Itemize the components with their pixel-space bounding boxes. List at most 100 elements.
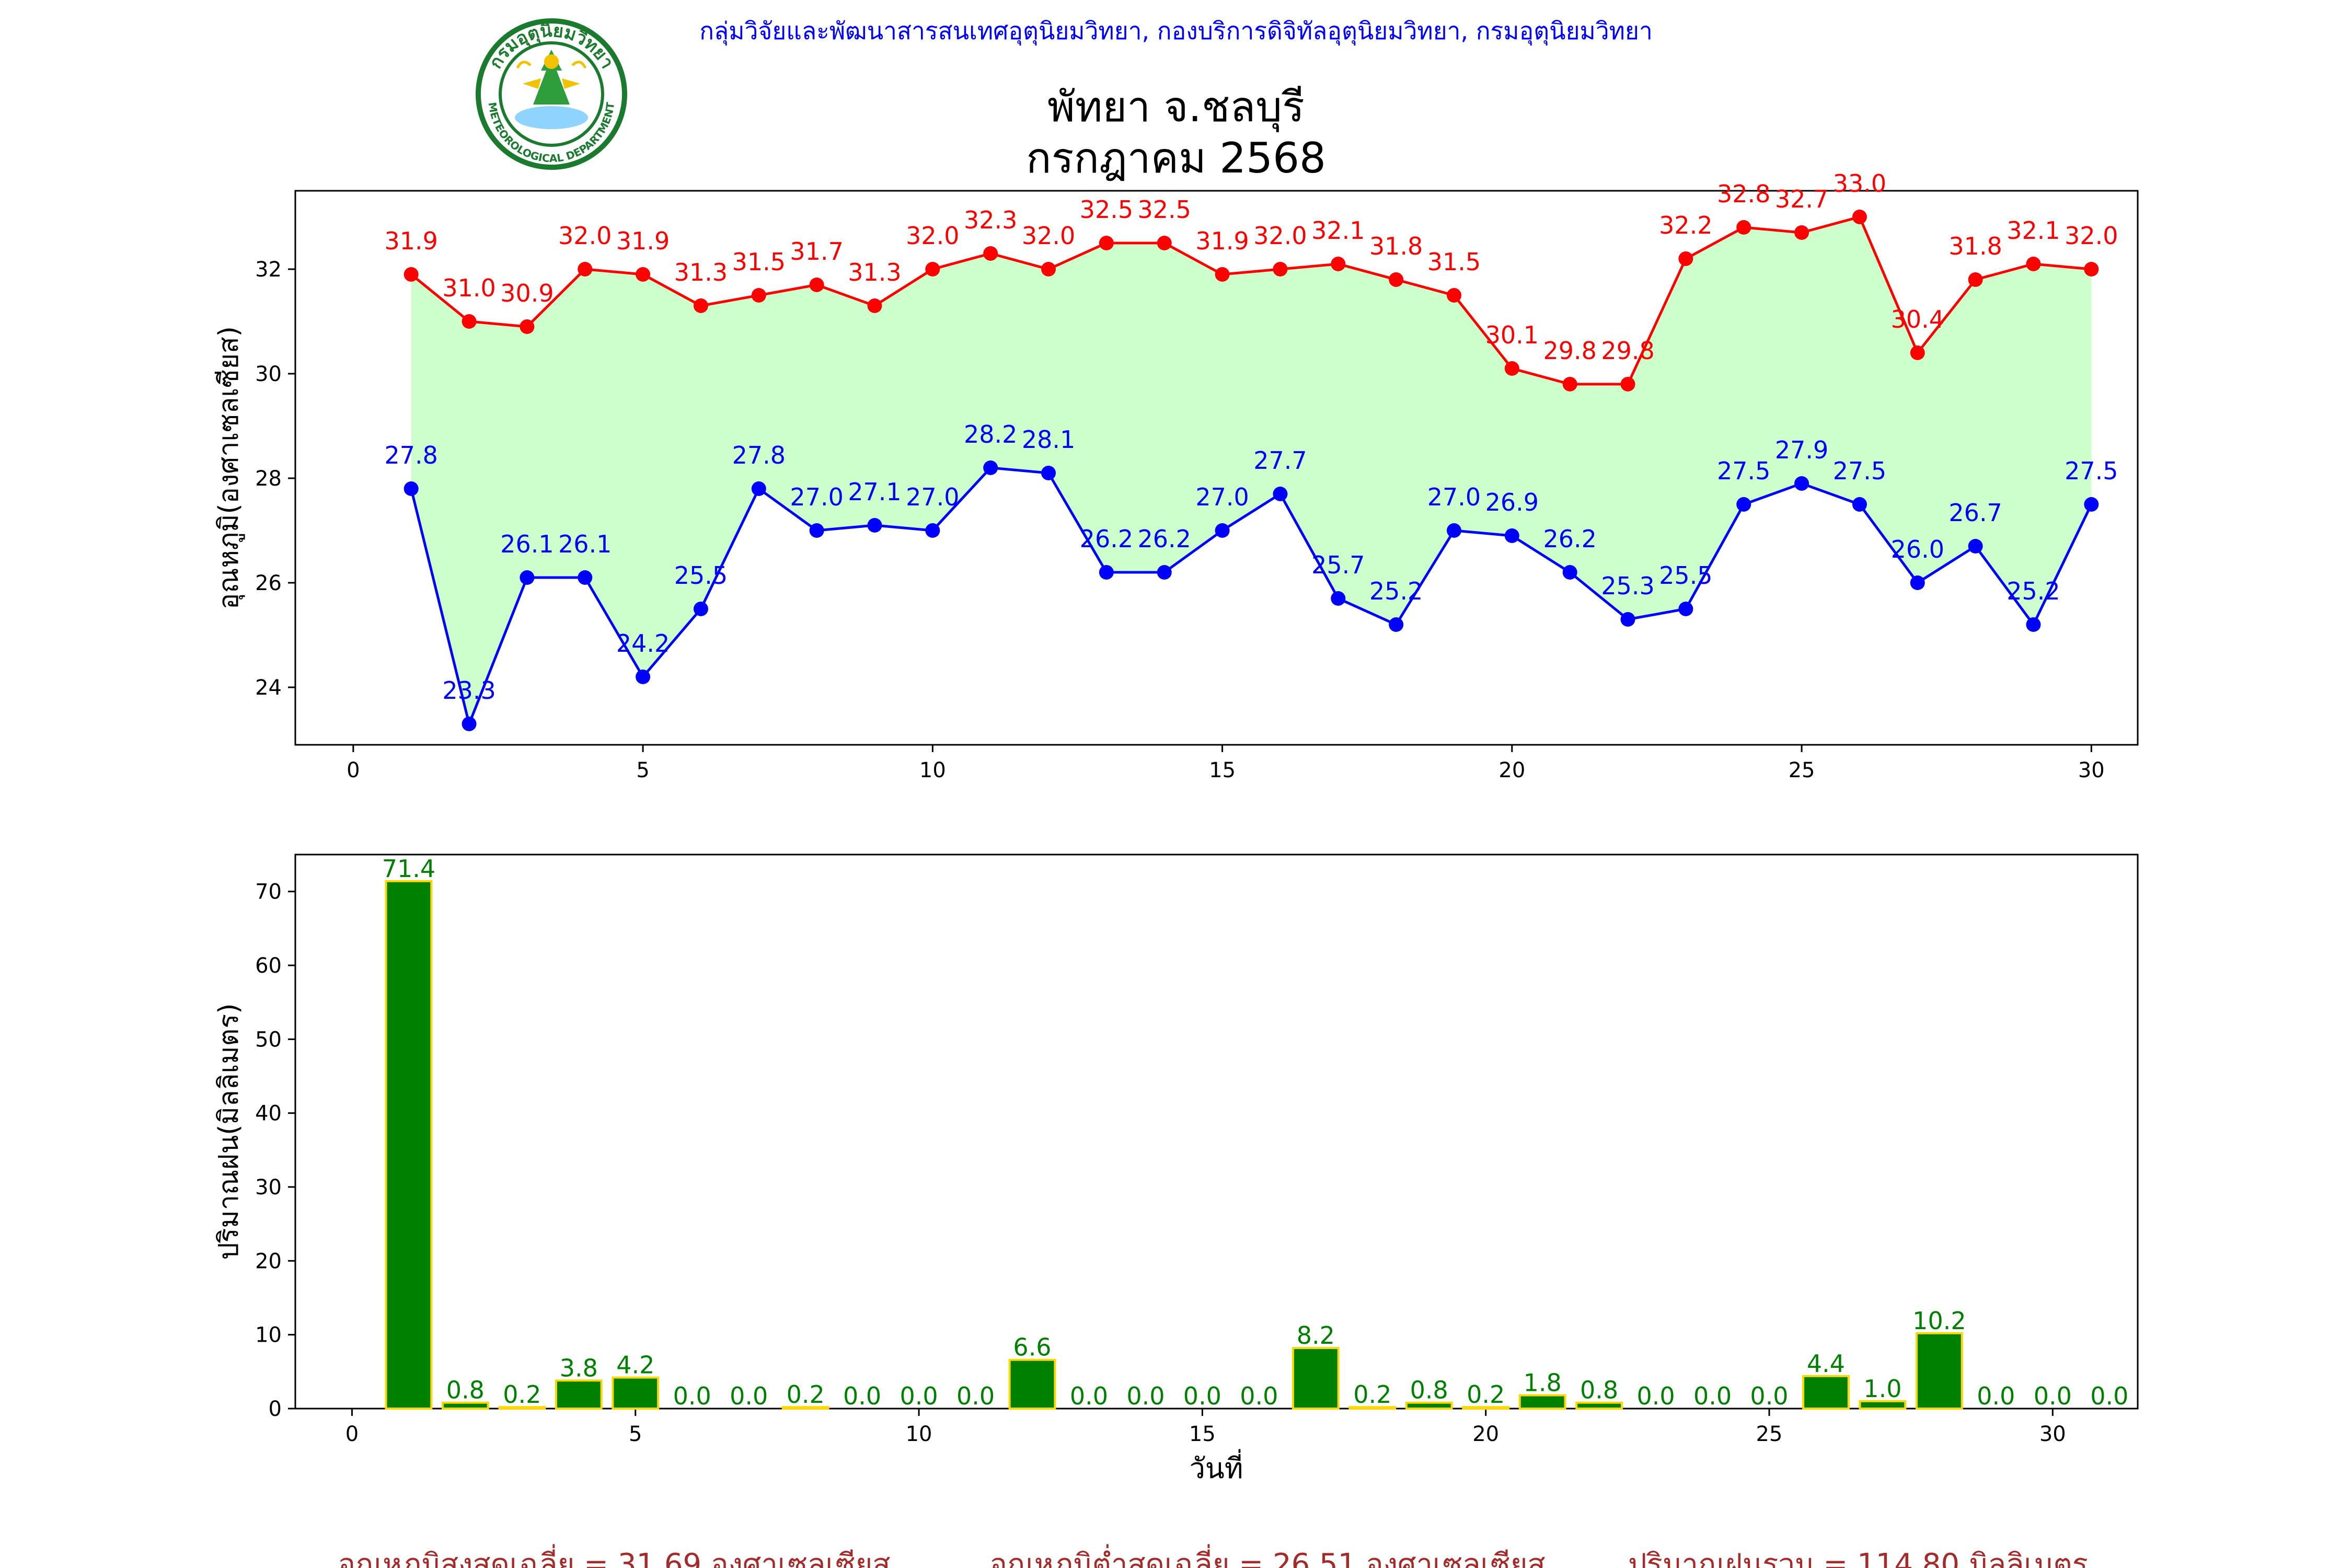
tmin-point [1620,612,1635,627]
rainfall-data-label: 0.0 [1240,1382,1278,1410]
tmin-data-label: 25.3 [1601,572,1654,600]
tmax-data-label: 33.0 [1833,169,1886,198]
tmax-point [1968,272,1983,287]
tmax-data-label: 32.0 [1253,222,1307,250]
tmin-point [1910,575,1925,590]
tmax-point [578,262,593,276]
tmin-data-label: 27.5 [1717,457,1770,485]
tmin-data-label: 27.8 [732,441,786,469]
tmin-data-label: 27.5 [2065,457,2118,485]
total-rainfall: ปริมาณฝนรวม = 114.80 มิลลิเมตร [1628,1548,2088,1568]
rainfall-data-label: 0.0 [1750,1382,1788,1410]
tmin-point [925,523,940,538]
tmax-point [1794,225,1809,240]
temperature-x-tick-label: 15 [1209,758,1236,782]
tmax-data-label: 30.9 [500,279,554,307]
rainfall-bar [1518,1394,1566,1410]
tmax-series-line [410,215,2092,386]
tmax-point [1620,377,1635,391]
temperature-x-tick-label: 30 [2078,758,2105,782]
rainfall-bar [555,1379,603,1410]
tmax-data-label: 32.3 [964,206,1017,234]
rainfall-x-tick-label: 5 [629,1422,642,1446]
rainfall-data-label: 8.2 [1297,1321,1335,1350]
tmin-point [1273,487,1288,501]
tmin-data-label: 27.0 [1427,483,1481,511]
rainfall-x-tick-label: 15 [1189,1422,1216,1446]
rainfall-y-tick-label: 40 [255,1102,282,1126]
tmin-point [1389,617,1404,632]
rainfall-x-tick-label: 25 [1756,1422,1783,1446]
tmax-point [983,246,998,261]
tmin-data-label: 27.5 [1833,457,1886,485]
tmax-data-label: 29.8 [1601,337,1654,365]
temperature-x-tick-label: 5 [636,758,649,782]
tmax-point [520,319,535,334]
tmax-data-label: 31.8 [1369,232,1423,260]
rainfall-chart: 0 5 10 15 20 25 30 0 10 20 30 40 50 60 70 71.4 0.8 0.2 3.… [213,854,2139,1485]
tmax-data-label: 31.8 [1949,232,2002,260]
tmin-data-label: 27.7 [1253,446,1307,475]
tmin-data-label: 26.2 [1543,525,1596,553]
tmax-point [462,314,477,329]
rainfall-y-tick-label: 30 [255,1175,282,1200]
rainfall-data-label: 0.8 [1580,1376,1618,1404]
tmax-data-label: 31.3 [848,258,901,286]
rainfall-data-label: 0.8 [1410,1376,1448,1404]
rainfall-data-label: 0.2 [1467,1380,1505,1409]
rainfall-data-label: 0.0 [1636,1382,1675,1410]
rainfall-bar [612,1376,660,1410]
avg-min-temperature: อุณหภูมิต่ำสุดเฉลี่ย = 26.51 องศาเซลเซีย… [989,1544,1545,1568]
tmin-point [520,570,535,585]
tmax-point [1215,267,1230,282]
tmin-point [403,481,419,496]
rainfall-data-label: 10.2 [1912,1307,1966,1335]
rainfall-data-label: 0.0 [843,1382,881,1410]
tmax-data-label: 30.1 [1485,321,1539,349]
temperature-y-tick-label: 26 [255,571,282,595]
tmin-data-label: 26.2 [1080,525,1133,553]
rainfall-plot-frame [294,854,2139,1410]
tmax-point [1273,262,1288,276]
tmin-point [1736,497,1751,512]
tmax-point [403,267,419,282]
tmin-point [983,460,998,475]
tmin-point [809,523,824,538]
tmax-point [2026,257,2041,271]
tmax-data-label: 31.9 [616,227,670,255]
temperature-x-tick-label: 10 [919,758,946,782]
tmin-data-label: 27.9 [1775,436,1828,464]
rainfall-data-label: 0.2 [787,1380,825,1409]
rainfall-data-label: 1.0 [1863,1375,1901,1403]
tmax-data-label: 32.0 [906,222,959,250]
rainfall-data-label: 0.2 [503,1380,541,1409]
tmax-data-label: 32.8 [1717,180,1770,208]
rainfall-bar [1859,1400,1907,1410]
tmin-data-label: 25.2 [1369,577,1423,605]
rainfall-data-label: 0.0 [1693,1382,1732,1410]
rainfall-bar [1405,1401,1453,1410]
rainfall-bar [1916,1332,1963,1410]
rainfall-data-label: 1.8 [1524,1369,1562,1397]
tmax-data-label: 32.7 [1775,185,1828,213]
tmax-point [1331,257,1346,271]
chart-title-line2: กรกฎาคม 2568 [1026,134,1326,182]
tmax-data-label: 32.5 [1080,195,1133,224]
tmin-data-label: 25.5 [1659,561,1712,590]
avg-max-temperature: อุณหภูมิสูงสุดเฉลี่ย = 31.69 องศาเซลเซีย… [338,1544,890,1568]
temperature-x-tick-label: 20 [1498,758,1525,782]
rainfall-bar [1802,1375,1850,1410]
tmin-data-label: 27.0 [906,483,959,511]
credit-text: กลุ่มวิจัยและพัฒนาสารสนเทศอุตุนิยมวิทยา,… [699,17,1653,46]
rainfall-bar [1575,1401,1623,1410]
tmin-point [1157,565,1172,580]
tmax-point [1099,236,1114,250]
tmax-point [636,267,651,282]
tmax-point [1910,345,1925,360]
tmin-point [1041,466,1056,480]
tmax-point [867,298,882,313]
summary-row: อุณหภูมิสูงสุดเฉลี่ย = 31.69 องศาเซลเซีย… [338,1544,2088,1568]
tmin-point [1215,523,1230,538]
rainfall-data-label: 4.2 [616,1351,654,1379]
rainfall-y-tick-label: 20 [255,1249,282,1273]
